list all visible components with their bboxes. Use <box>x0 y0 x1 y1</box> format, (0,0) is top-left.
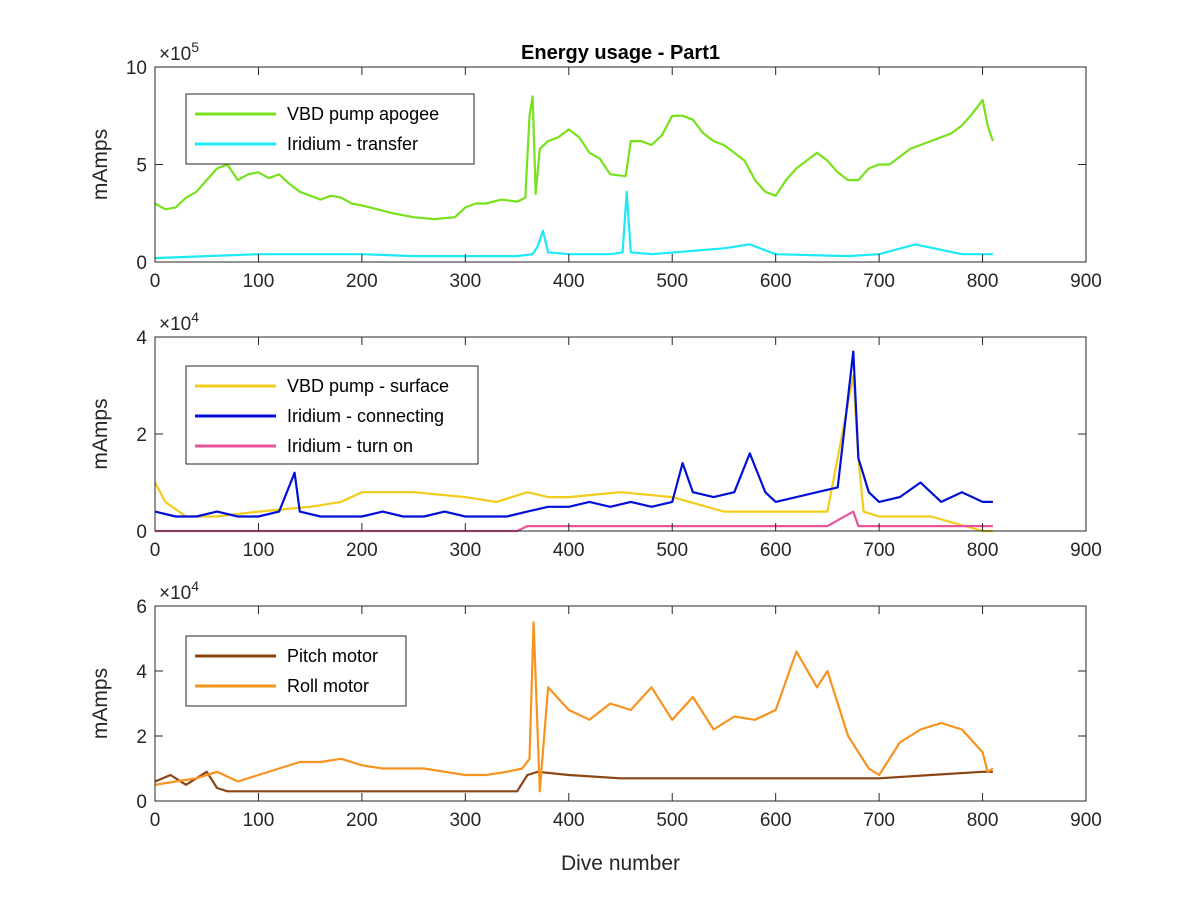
chart-panel-2: 0 100 200 300 400 500 600 700 800 900 0 2 4 ×104 mAmps… <box>89 309 1102 561</box>
legend-entry-label: VBD pump - surface <box>287 376 449 396</box>
x-tick-label: 300 <box>449 271 481 292</box>
x-tick-label: 400 <box>553 540 585 561</box>
x-tick-label: 500 <box>656 271 688 292</box>
x-tick-label: 900 <box>1070 540 1102 561</box>
y-tick-label: 10 <box>126 58 147 79</box>
y-axis-label: mAmps <box>89 668 112 739</box>
chart-title: Energy usage - Part1 <box>521 42 720 64</box>
y-tick-label: 0 <box>136 253 147 274</box>
x-tick-label: 300 <box>449 810 481 831</box>
y-tick-label: 0 <box>136 522 147 543</box>
x-tick-label: 900 <box>1070 810 1102 831</box>
legend: VBD pump apogee Iridium - transfer <box>185 93 475 165</box>
x-tick-label: 0 <box>150 271 161 292</box>
x-tick-label: 200 <box>346 271 378 292</box>
y-tick-label: 2 <box>136 425 147 446</box>
x-tick-label: 100 <box>243 810 275 831</box>
x-tick-label: 700 <box>863 810 895 831</box>
x-tick-label: 100 <box>243 540 275 561</box>
y-tick-label: 6 <box>136 597 147 618</box>
legend-entry-label: VBD pump apogee <box>287 104 439 124</box>
chart-panel-3: 0 100 200 300 400 500 600 700 800 900 0 2 4 6 ×104 mAmp… <box>89 578 1102 875</box>
y-exponent-label: ×104 <box>159 309 199 335</box>
y-exponent-label: ×105 <box>159 39 199 65</box>
legend-entry-label: Roll motor <box>287 676 369 696</box>
x-tick-label: 400 <box>553 810 585 831</box>
series-line-3-2 <box>154 621 994 793</box>
x-tick-label: 0 <box>150 810 161 831</box>
x-tick-label: 800 <box>967 540 999 561</box>
legend-entry-label: Pitch motor <box>287 646 378 666</box>
legend-box <box>185 635 407 707</box>
x-tick-label: 800 <box>967 810 999 831</box>
x-tick-label: 800 <box>967 271 999 292</box>
y-tick-label: 0 <box>136 792 147 813</box>
y-axis-label: mAmps <box>89 398 112 469</box>
series-line-2-2 <box>154 350 993 518</box>
y-axis-label: mAmps <box>89 129 112 200</box>
chart-panel-1: 0 100 200 300 400 500 600 700 800 900 0 5 10 ×105 mAmp… <box>89 39 1102 292</box>
series-line-1-2 <box>154 190 993 260</box>
legend: VBD pump - surface Iridium - connecting Ir… <box>185 365 479 465</box>
x-tick-label: 400 <box>553 271 585 292</box>
axes-box <box>154 605 1087 802</box>
x-tick-label: 200 <box>346 540 378 561</box>
x-axis-label: Dive number <box>561 852 680 875</box>
y-tick-label: 4 <box>136 328 147 349</box>
series-line-3-1 <box>154 770 993 793</box>
legend-box <box>185 93 475 165</box>
x-tick-label: 700 <box>863 540 895 561</box>
legend-entry-label: Iridium - connecting <box>287 406 444 426</box>
x-tick-label: 600 <box>760 271 792 292</box>
x-tick-label: 500 <box>656 810 688 831</box>
x-tick-label: 600 <box>760 540 792 561</box>
x-tick-label: 600 <box>760 810 792 831</box>
x-tick-label: 700 <box>863 271 895 292</box>
x-tick-label: 900 <box>1070 271 1102 292</box>
y-tick-label: 4 <box>136 662 147 683</box>
x-tick-label: 100 <box>243 271 275 292</box>
x-tick-label: 500 <box>656 540 688 561</box>
legend: Pitch motor Roll motor <box>185 635 407 707</box>
legend-entry-label: Iridium - transfer <box>287 134 418 154</box>
y-tick-label: 2 <box>136 727 147 748</box>
series-line-2-1 <box>154 374 993 533</box>
series-line-1-1 <box>154 95 994 221</box>
x-tick-label: 200 <box>346 810 378 831</box>
x-tick-label: 0 <box>150 540 161 561</box>
x-tick-label: 300 <box>449 540 481 561</box>
y-tick-label: 5 <box>136 156 147 177</box>
y-exponent-label: ×104 <box>159 578 199 604</box>
legend-entry-label: Iridium - turn on <box>287 436 413 456</box>
